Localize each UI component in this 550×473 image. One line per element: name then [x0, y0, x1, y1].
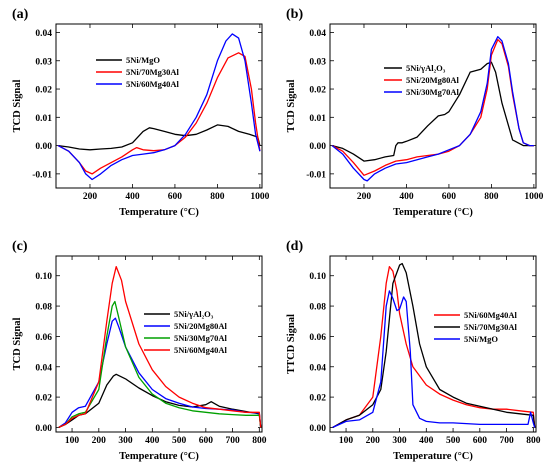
- y-tick-label: 0.01: [309, 114, 326, 124]
- x-tick-label: 600: [442, 192, 457, 202]
- x-tick-label: 800: [484, 192, 499, 202]
- x-tick-label: 500: [446, 436, 461, 446]
- x-tick-label: 200: [357, 192, 372, 202]
- chart-panel-2: 100 200 300 400 500 600 700 800 0.00 0.02 0.04 0.06…: [12, 239, 267, 462]
- series-line-0: [332, 265, 536, 428]
- legend-label-0: 5Ni/MgO: [126, 55, 160, 65]
- legend-label-2: 5Ni/30Mg70Al: [406, 87, 460, 97]
- x-axis-label: Temperature (°C): [119, 451, 199, 462]
- series-line-3: [58, 265, 262, 428]
- y-tick-label: 0.00: [35, 424, 52, 434]
- x-tick-label: 1000: [250, 192, 269, 202]
- series-line-2: [332, 290, 536, 428]
- x-axis-label: Temperature (°C): [393, 207, 473, 218]
- y-axis-label: TCD Signal: [12, 80, 23, 133]
- y-axis-label: TTCD Signal: [286, 314, 297, 374]
- plot-frame: [55, 255, 263, 433]
- panel-label: (d): [286, 239, 303, 254]
- y-tick-label: 0.03: [35, 57, 52, 67]
- x-tick-label: 100: [339, 436, 354, 446]
- x-tick-label: 800: [210, 192, 225, 202]
- plot-frame: [329, 23, 537, 189]
- y-tick-label: 0.10: [309, 272, 326, 282]
- x-axis-label: Temperature (°C): [393, 451, 473, 462]
- chart-panel-3: 100 200 300 400 500 600 700 800 0.00 0.02 0.04 0.06…: [286, 239, 541, 462]
- x-tick-label: 400: [419, 436, 434, 446]
- x-tick-label: 200: [366, 436, 381, 446]
- plot-frame: [55, 23, 263, 189]
- y-tick-label: 0.00: [309, 142, 326, 152]
- chart-panel-0: 200 400 600 800 1000 -0.01 0.00 0.01 0.02 0.03 0.0…: [12, 7, 270, 218]
- panel-label: (c): [12, 239, 28, 254]
- x-tick-label: 600: [473, 436, 488, 446]
- y-tick-label: 0.06: [35, 333, 52, 343]
- y-tick-label: 0.04: [309, 29, 326, 39]
- plot-frame: [329, 255, 537, 433]
- x-tick-label: 1000: [524, 192, 543, 202]
- y-tick-label: 0.10: [35, 272, 52, 282]
- series-line-0: [331, 61, 534, 162]
- legend-label-2: 5Ni/60Mg40Al: [126, 79, 180, 89]
- x-tick-label: 600: [168, 192, 183, 202]
- legend-label-1: 5Ni/20Mg80Al: [174, 321, 228, 331]
- legend-label-3: 5Ni/60Mg40Al: [174, 345, 228, 355]
- y-tick-label: 0.06: [309, 333, 326, 343]
- x-axis-label: Temperature (°C): [119, 207, 199, 218]
- y-tick-label: 0.03: [309, 57, 326, 67]
- series-line-2: [58, 300, 262, 428]
- legend-label-0: 5Ni/γAl₂O₃: [174, 309, 214, 319]
- y-axis-label: TCD Signal: [12, 318, 23, 371]
- series-line-2: [331, 36, 534, 182]
- series-line-2: [57, 33, 261, 181]
- x-tick-label: 700: [225, 436, 240, 446]
- y-tick-label: 0.04: [35, 363, 52, 373]
- x-tick-label: 500: [172, 436, 187, 446]
- x-tick-label: 400: [125, 192, 140, 202]
- y-tick-label: 0.02: [35, 394, 52, 404]
- legend-label-2: 5Ni/MgO: [464, 334, 498, 344]
- x-tick-label: 700: [499, 436, 514, 446]
- x-tick-label: 200: [92, 436, 107, 446]
- y-tick-label: 0.02: [309, 86, 326, 96]
- x-tick-label: 300: [118, 436, 133, 446]
- legend-label-1: 5Ni/70Mg30Al: [126, 67, 180, 77]
- y-tick-label: 0.08: [35, 303, 52, 313]
- y-tick-label: 0.02: [35, 86, 52, 96]
- y-tick-label: 0.04: [309, 363, 326, 373]
- y-axis-label: TCD Signal: [286, 80, 297, 133]
- y-tick-label: -0.01: [32, 170, 52, 180]
- chart-panel-1: 200 400 600 800 1000 -0.01 0.00 0.01 0.02 0.03 0.0…: [286, 7, 544, 218]
- y-tick-label: 0.00: [35, 142, 52, 152]
- x-tick-label: 100: [65, 436, 80, 446]
- panel-label: (b): [286, 7, 303, 22]
- y-tick-label: 0.08: [309, 303, 326, 313]
- y-tick-label: 0.04: [35, 29, 52, 39]
- x-tick-label: 200: [83, 192, 98, 202]
- x-tick-label: 800: [526, 436, 541, 446]
- series-line-1: [332, 262, 536, 428]
- panel-label: (a): [12, 7, 29, 22]
- x-tick-label: 600: [199, 436, 214, 446]
- y-tick-label: -0.01: [306, 170, 326, 180]
- y-tick-label: 0.01: [35, 114, 52, 124]
- y-tick-label: 0.02: [309, 394, 326, 404]
- legend-label-2: 5Ni/30Mg70Al: [174, 333, 228, 343]
- legend-label-1: 5Ni/70Mg30Al: [464, 322, 518, 332]
- x-tick-label: 300: [392, 436, 407, 446]
- x-tick-label: 400: [399, 192, 414, 202]
- legend-label-0: 5Ni/60Mg40Al: [464, 310, 518, 320]
- y-tick-label: 0.00: [309, 424, 326, 434]
- x-tick-label: 800: [252, 436, 267, 446]
- x-tick-label: 400: [145, 436, 160, 446]
- series-line-0: [58, 124, 261, 151]
- legend-label-0: 5Ni/γAl₂O₃: [406, 63, 446, 73]
- legend-label-1: 5Ni/20Mg80Al: [406, 75, 460, 85]
- series-line-1: [57, 52, 261, 175]
